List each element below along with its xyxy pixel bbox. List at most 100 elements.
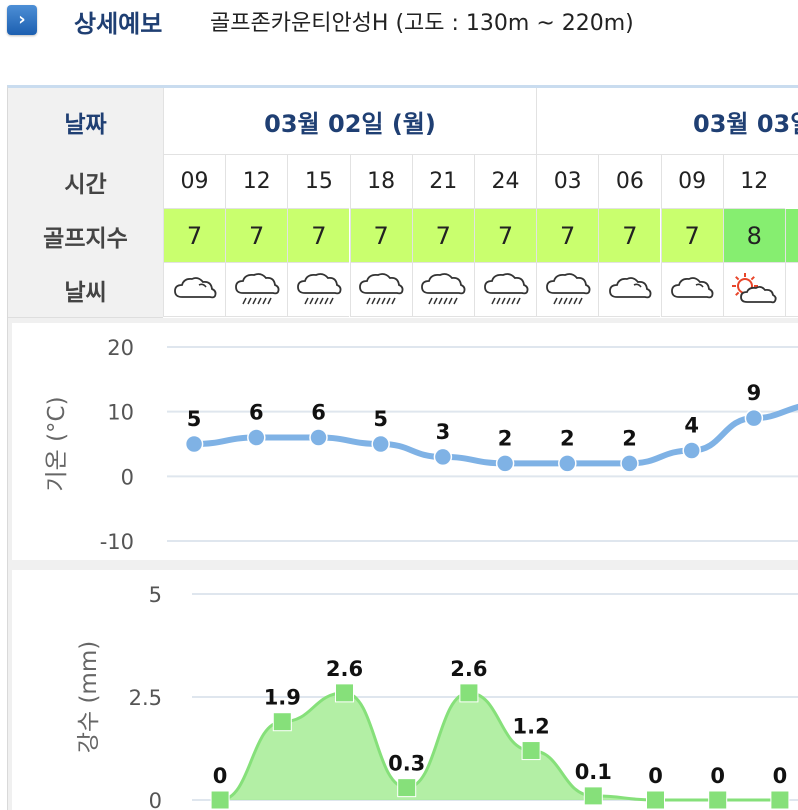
precipitation-chart: 5 2.5 0 강수 (mm) 0 1.9 2.6 0.3 2.6 1.2 0.1 0 0 0 <box>76 583 798 810</box>
precipitation-point <box>210 790 230 810</box>
temperature-data-label: 9 <box>747 381 762 405</box>
temperature-point <box>495 454 515 473</box>
temperature-data-label: 2 <box>498 426 513 450</box>
golf-index-cell: 8 <box>722 209 785 263</box>
precipitation-data-label: 2.6 <box>326 657 363 681</box>
precipitation-point <box>335 683 354 703</box>
precipitation-data-label: 0 <box>648 764 663 788</box>
y-tick-label: 0 <box>121 465 134 489</box>
time-cell: 15 <box>287 155 350 209</box>
temperature-point <box>558 454 577 473</box>
rain-icon <box>474 263 536 317</box>
temperature-series-line <box>191 403 798 467</box>
temperature-data-label: 6 <box>311 401 326 425</box>
precipitation-point <box>583 786 603 806</box>
golf-index-cell: 7 <box>474 209 536 263</box>
rain-icon <box>287 263 350 317</box>
temperature-chart: 20 10 0 -10 기온 (°C) 5 6 6 5 3 2 2 2 4 9 <box>44 336 798 554</box>
temperature-chart-panel: 20 10 0 -10 기온 (°C) 5 6 6 5 3 2 2 2 4 9 <box>8 318 798 565</box>
precipitation-chart-panel: 5 2.5 0 강수 (mm) 0 1.9 2.6 0.3 2.6 1.2 0.1 0 0 0 <box>8 565 798 810</box>
y-axis-label: 기온 (°C) <box>44 396 70 491</box>
precipitation-point <box>708 790 728 810</box>
partly-sunny-icon <box>722 263 785 317</box>
date-row-label: 날짜 <box>8 88 163 156</box>
rain-icon <box>349 263 412 317</box>
precipitation-point <box>770 790 790 810</box>
weather-row: 날씨 <box>8 263 798 318</box>
temperature-data-label: 5 <box>373 407 388 431</box>
time-cell: 21 <box>411 155 474 209</box>
time-cell: 18 <box>349 155 412 209</box>
y-tick-label: 10 <box>107 401 134 425</box>
y-tick-label: 0 <box>149 789 162 810</box>
golf-index-cell: 7 <box>349 209 412 263</box>
page-header: › 상세예보 골프존카운티안성H (고도 : 130m ~ 220m) <box>0 0 798 48</box>
golf-index-cell: 7 <box>536 209 599 263</box>
golf-index-cell: 7 <box>225 209 288 263</box>
golf-index-cell: 7 <box>163 209 225 263</box>
temperature-point <box>371 434 390 454</box>
precipitation-point <box>272 712 292 732</box>
temperature-point <box>247 428 266 447</box>
temperature-data-label: 3 <box>436 420 451 444</box>
golf-index-cell-partial <box>785 209 798 263</box>
precipitation-data-label: 1.2 <box>512 715 549 739</box>
rain-icon <box>225 263 288 317</box>
precipitation-data-label: 0.3 <box>388 752 425 776</box>
time-row: 시간 09 12 15 18 21 24 03 06 09 12 <box>8 155 798 210</box>
cloudy-icon <box>660 263 723 317</box>
temperature-data-label: 6 <box>249 401 264 425</box>
date-row: 날짜 03월 02일 (월) 03월 03일 <box>8 88 798 156</box>
partly-sunny-icon <box>785 263 798 317</box>
time-cell: 09 <box>660 155 723 209</box>
precipitation-point <box>646 790 665 810</box>
date-cell: 03월 03일 <box>536 88 798 155</box>
temperature-point <box>433 447 453 467</box>
y-tick-label: 5 <box>149 583 162 607</box>
y-tick-label: 20 <box>107 336 134 360</box>
time-cell: 12 <box>225 155 288 209</box>
rain-icon <box>536 263 599 317</box>
cloudy-icon <box>163 263 225 317</box>
precipitation-data-label: 0 <box>773 764 788 788</box>
golf-index-cell: 7 <box>660 209 723 263</box>
temperature-point <box>309 428 328 447</box>
time-cell: 24 <box>474 155 536 209</box>
chevron-right-icon[interactable]: › <box>7 5 37 35</box>
precipitation-area <box>220 692 780 800</box>
time-row-label: 시간 <box>8 155 163 210</box>
forecast-table: 날짜 03월 02일 (월) 03월 03일 시간 09121518212403… <box>7 85 798 810</box>
temperature-data-label: 4 <box>684 413 699 437</box>
time-cell: 06 <box>598 155 661 209</box>
golf-index-cell: 7 <box>411 209 474 263</box>
precipitation-point <box>397 778 417 798</box>
precipitation-data-label: 2.6 <box>450 657 487 681</box>
y-tick-label: -10 <box>100 530 134 554</box>
temperature-point <box>620 454 639 473</box>
precipitation-point <box>459 683 479 703</box>
precipitation-data-label: 0.1 <box>575 760 612 784</box>
temperature-point <box>744 408 764 428</box>
golf-index-cell: 7 <box>287 209 350 263</box>
y-axis-label: 강수 (mm) <box>76 641 102 753</box>
date-cell: 03월 02일 (월) <box>163 88 536 155</box>
location-info: 골프존카운티안성H (고도 : 130m ~ 220m) <box>210 11 634 36</box>
temperature-data-label: 2 <box>622 426 637 450</box>
time-cell: 12 <box>722 155 785 209</box>
precipitation-data-label: 1.9 <box>264 686 301 710</box>
section-title: 상세예보 <box>74 10 163 38</box>
rain-icon <box>411 263 474 317</box>
temperature-point <box>184 434 204 454</box>
precipitation-data-label: 0 <box>710 764 725 788</box>
temperature-point <box>682 441 701 460</box>
time-cell: 09 <box>163 155 225 209</box>
golf-row-label: 골프지수 <box>8 209 163 264</box>
temperature-data-label: 2 <box>560 426 575 450</box>
y-tick-label: 2.5 <box>129 686 162 710</box>
temperature-data-label: 5 <box>187 407 202 431</box>
time-cell: 03 <box>536 155 599 209</box>
precipitation-data-label: 0 <box>213 764 228 788</box>
precipitation-point <box>521 741 541 761</box>
golf-index-cell: 7 <box>598 209 661 263</box>
